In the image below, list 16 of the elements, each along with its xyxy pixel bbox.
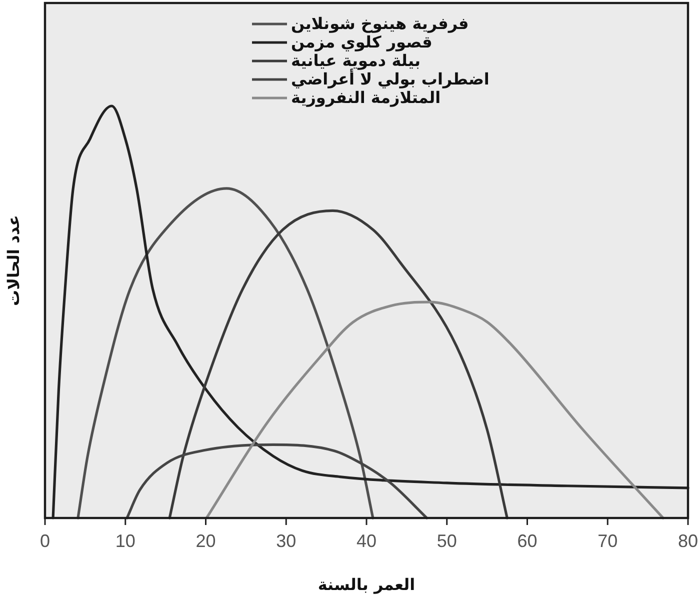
legend-label: بيلة دموية عيانية bbox=[291, 51, 420, 70]
x-tick-label: 70 bbox=[598, 531, 618, 551]
x-tick-label: 0 bbox=[40, 531, 50, 551]
x-tick-label: 20 bbox=[196, 531, 216, 551]
x-axis-title: العمر بالسنة bbox=[318, 575, 416, 594]
x-tick-label: 30 bbox=[276, 531, 296, 551]
x-tick-label: 40 bbox=[356, 531, 377, 551]
legend-label: قصور كلوي مزمن bbox=[291, 32, 432, 52]
x-tick-label: 50 bbox=[436, 531, 457, 551]
legend-label: فرفرية هينوخ شونلاين bbox=[291, 14, 469, 33]
y-axis-title: عدد الحالات bbox=[4, 215, 23, 306]
x-tick-label: 10 bbox=[115, 531, 136, 551]
legend-label: اضطراب بولي لا أعراضي bbox=[291, 68, 490, 88]
x-tick-label: 60 bbox=[517, 531, 538, 551]
x-tick-label: 80 bbox=[678, 531, 698, 551]
legend-label: المتلازمة النفروزية bbox=[291, 88, 441, 107]
